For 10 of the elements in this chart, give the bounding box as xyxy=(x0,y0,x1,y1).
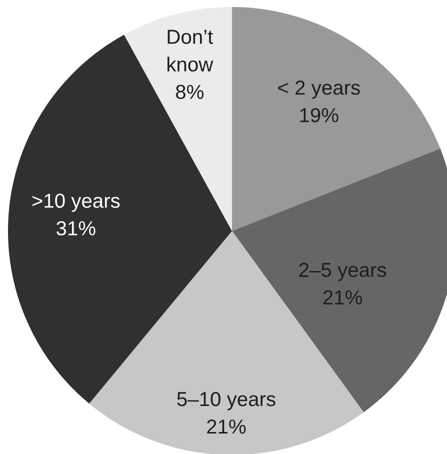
data-label: 8% xyxy=(176,84,204,100)
data-label: 21% xyxy=(323,290,362,304)
slice-label: 5–10 years xyxy=(177,392,276,410)
slice-label: < 2 years xyxy=(278,80,360,99)
data-label: 19% xyxy=(300,108,338,122)
slice-label: >10 years xyxy=(32,194,120,212)
data-label: 21% xyxy=(207,420,246,434)
slice-label: Don’t know xyxy=(168,30,214,72)
data-label: 31% xyxy=(56,221,96,236)
slice-label: 2–5 years xyxy=(299,262,386,282)
